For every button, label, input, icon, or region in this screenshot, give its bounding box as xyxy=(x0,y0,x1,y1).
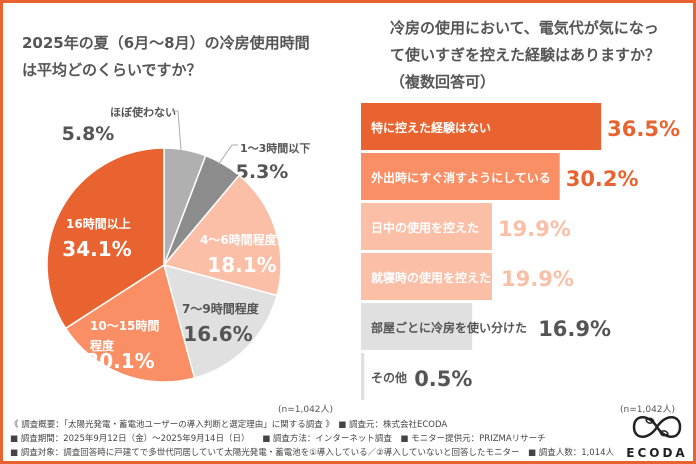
pie-label: 1～3時間以下 xyxy=(240,141,310,155)
pie-label: 16時間以上 xyxy=(66,216,131,231)
pie-n: (n=1,042人) xyxy=(278,405,334,415)
bar-n: (n=1,042人) xyxy=(620,405,676,415)
bar-category-label: 外出時にすぐ消すようにしている xyxy=(371,170,551,185)
footer-line2: ■ 調査期間：2025年9月12日（金）～2025年9月14日（日） ■ 調査方… xyxy=(10,434,546,444)
footer-line1: 《 調査概要：「太陽光発電・蓄電池ユーザーの導入判断と選定理由」に関する調査 》… xyxy=(10,420,448,430)
pie-value-label: 16.6% xyxy=(183,322,252,346)
ecoda-logo: ECODA xyxy=(624,412,690,460)
pie-label: 10～15時間程度 xyxy=(90,319,160,353)
bar-category-label: 就寝時の使用を控えた xyxy=(371,270,491,285)
pie-slice xyxy=(162,263,278,379)
bar-category-label: その他 xyxy=(371,370,407,385)
bar-value-label: 36.5% xyxy=(607,117,680,141)
logo-text: ECODA xyxy=(626,446,688,460)
leader-line xyxy=(217,144,238,166)
pie-slice xyxy=(64,263,196,383)
bar-title: 冷房の使用において、電気代が気になって使いすぎを控えた経験はありますか？（複数回… xyxy=(390,19,661,91)
bar-value-label: 19.9% xyxy=(501,267,574,291)
pie-value-label: 34.1% xyxy=(62,237,131,261)
bar xyxy=(361,303,473,350)
bar xyxy=(361,203,492,250)
leader-line xyxy=(172,110,182,151)
bar-value-label: 30.2% xyxy=(566,167,639,191)
bar xyxy=(361,353,365,400)
pie-slice xyxy=(162,174,282,297)
pie-label: 4～6時間程度 xyxy=(200,232,278,247)
bar xyxy=(361,153,560,200)
footer-line3: ■ 調査対象：調査回答時に戸建てで多世代同居していて太陽光発電・蓄電池を①導入し… xyxy=(10,448,615,458)
bar-category-label: 特に控えた経験はない xyxy=(371,120,491,135)
pie-slice xyxy=(46,147,165,330)
pie-label: 7～9時間程度 xyxy=(182,301,260,316)
bar-category-label: 日中の使用を控えた xyxy=(371,220,479,235)
bar-category-label: 部屋ごとに冷房を使い分けた xyxy=(371,320,527,335)
bar-value-label: 0.5% xyxy=(414,367,472,391)
pie-title: 2025年の夏（6月～8月）の冷房使用時間は平均どのくらいですか？ xyxy=(22,34,310,79)
pie-value-label: 5.3% xyxy=(236,161,289,183)
pie-value-label: 20.1% xyxy=(85,349,154,373)
bar xyxy=(361,103,602,150)
bar-value-label: 16.9% xyxy=(538,317,611,341)
pie-label: ほぼ使わない xyxy=(110,105,176,119)
pie-value-label: 5.8% xyxy=(62,123,115,145)
infinity-leaf-icon xyxy=(632,416,682,438)
bar xyxy=(361,253,492,300)
pie-value-label: 18.1% xyxy=(207,253,276,277)
bar-value-label: 19.9% xyxy=(498,217,571,241)
